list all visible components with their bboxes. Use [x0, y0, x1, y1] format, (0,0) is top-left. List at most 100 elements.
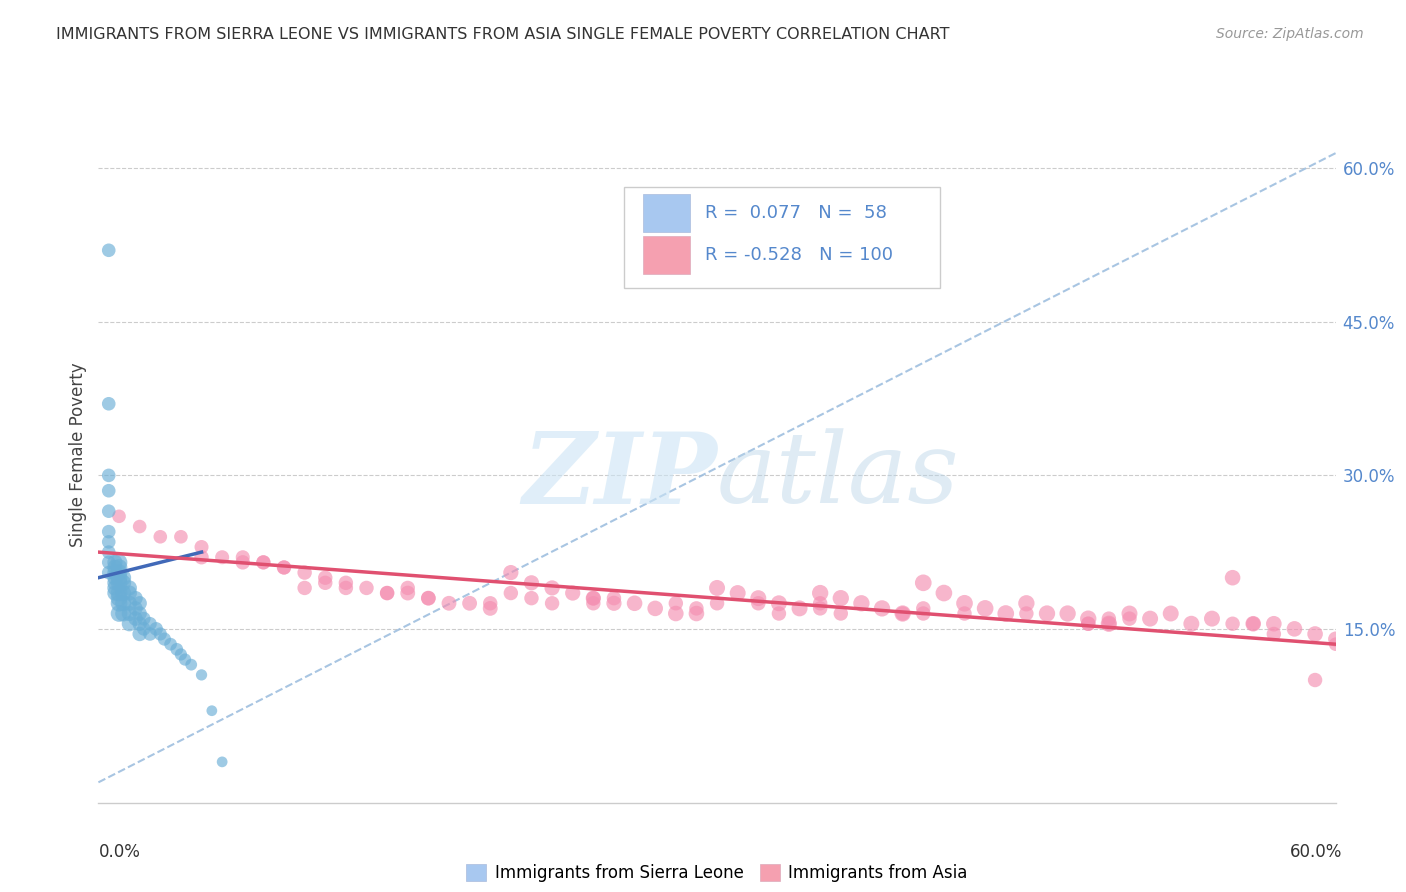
Point — [706, 596, 728, 610]
Point — [118, 607, 141, 621]
Point — [128, 519, 150, 533]
Point — [932, 586, 955, 600]
Point — [112, 586, 135, 600]
Point — [112, 571, 135, 585]
Point — [727, 586, 749, 600]
Point — [499, 586, 522, 600]
Point — [273, 560, 295, 574]
Point — [97, 468, 120, 483]
Point — [149, 530, 172, 544]
Point — [128, 607, 150, 621]
Point — [252, 555, 274, 569]
Point — [541, 596, 564, 610]
Point — [124, 591, 146, 606]
Point — [201, 704, 224, 718]
Point — [118, 596, 141, 610]
Point — [170, 530, 193, 544]
Point — [1324, 637, 1347, 651]
Point — [1160, 607, 1182, 621]
Point — [108, 571, 131, 585]
Point — [375, 586, 398, 600]
Point — [335, 581, 357, 595]
Point — [112, 607, 135, 621]
Point — [891, 607, 914, 621]
Point — [159, 637, 181, 651]
Point — [870, 601, 893, 615]
Point — [1180, 616, 1202, 631]
Point — [974, 601, 997, 615]
Point — [808, 586, 831, 600]
Point — [139, 616, 162, 631]
Point — [132, 622, 155, 636]
Point — [891, 607, 914, 621]
Point — [124, 601, 146, 615]
Point — [108, 586, 131, 600]
Point — [108, 509, 131, 524]
Point — [458, 596, 481, 610]
Point — [118, 581, 141, 595]
Point — [104, 555, 127, 569]
Point — [108, 596, 131, 610]
Point — [97, 397, 120, 411]
Point — [685, 601, 707, 615]
Point — [851, 596, 873, 610]
Point — [665, 596, 688, 610]
Point — [396, 586, 419, 600]
Point — [153, 632, 176, 646]
Point — [149, 627, 172, 641]
Point — [1201, 612, 1223, 626]
Point — [294, 581, 316, 595]
Point — [273, 560, 295, 574]
Point — [1077, 616, 1099, 631]
Point — [1263, 627, 1285, 641]
Point — [1015, 596, 1038, 610]
Point — [174, 652, 197, 666]
Point — [104, 566, 127, 580]
Point — [1241, 616, 1264, 631]
Point — [1098, 616, 1121, 631]
Point — [108, 566, 131, 580]
Point — [830, 607, 852, 621]
Point — [335, 575, 357, 590]
Point — [97, 535, 120, 549]
Point — [912, 607, 935, 621]
Y-axis label: Single Female Poverty: Single Female Poverty — [69, 363, 87, 547]
Text: 0.0%: 0.0% — [98, 843, 141, 861]
Point — [128, 596, 150, 610]
Point — [685, 607, 707, 621]
Point — [479, 596, 502, 610]
Point — [747, 596, 769, 610]
Point — [97, 244, 120, 258]
Point — [104, 575, 127, 590]
Point — [97, 545, 120, 559]
Point — [706, 581, 728, 595]
Point — [1284, 622, 1306, 636]
Point — [170, 648, 193, 662]
Point — [232, 550, 254, 565]
Point — [520, 591, 543, 606]
Text: 60.0%: 60.0% — [1291, 843, 1343, 861]
Point — [479, 601, 502, 615]
Point — [1324, 632, 1347, 646]
Point — [1015, 607, 1038, 621]
Point — [582, 596, 605, 610]
Point — [97, 483, 120, 498]
Point — [1118, 607, 1140, 621]
FancyBboxPatch shape — [643, 235, 690, 274]
Point — [139, 627, 162, 641]
Point — [665, 607, 688, 621]
Point — [1118, 612, 1140, 626]
Text: R = -0.528   N = 100: R = -0.528 N = 100 — [704, 245, 893, 263]
Point — [912, 601, 935, 615]
Point — [789, 601, 811, 615]
Point — [108, 591, 131, 606]
Point — [108, 607, 131, 621]
Point — [953, 596, 976, 610]
Point — [830, 591, 852, 606]
Point — [1036, 607, 1059, 621]
Point — [104, 586, 127, 600]
Point — [97, 504, 120, 518]
Point — [97, 524, 120, 539]
Text: atlas: atlas — [717, 428, 960, 524]
Point — [418, 591, 440, 606]
